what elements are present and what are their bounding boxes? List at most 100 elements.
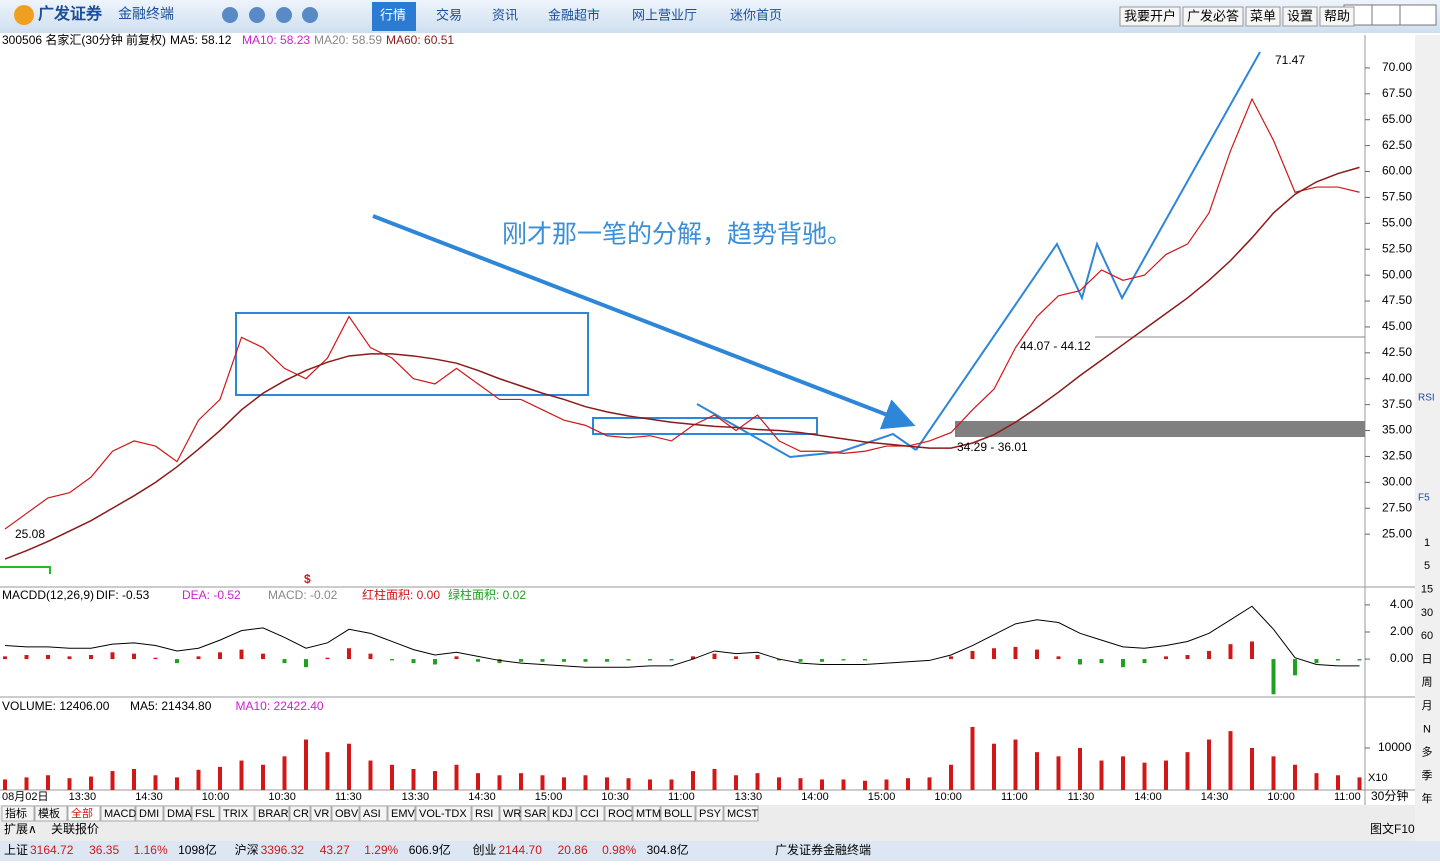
tab-bg[interactable] [499,805,521,822]
indicator-tab[interactable]: 指标 [5,806,27,820]
volume-bar [110,771,115,790]
period-button[interactable]: N [1423,723,1431,735]
button-bg[interactable] [1245,6,1281,27]
indicator-tab[interactable]: 全部 [71,806,93,820]
sidebar-icon[interactable]: RSI [1418,393,1435,404]
indicator-tab[interactable]: CCI [580,808,599,820]
button-bg[interactable] [1182,6,1244,27]
tab-bg[interactable] [191,805,220,822]
volume-bar [476,773,480,790]
toolbar-button[interactable]: 帮助 [1324,8,1350,23]
volume-bar [540,775,545,790]
indicator-tab[interactable]: MCST [727,808,758,820]
tab-bg[interactable] [632,805,661,822]
tab-bg[interactable] [576,805,605,822]
button-bg[interactable] [1282,6,1318,27]
period-button[interactable]: 日 [1422,653,1433,665]
ma-label: MA10: 58.23 [242,33,310,47]
range-label: 34.29 - 36.01 [957,440,1028,454]
tab-bg[interactable] [34,805,68,822]
note: 刚才那一笔的分解，趋势背驰。 [502,221,852,249]
period-button[interactable]: 多 [1422,745,1433,759]
indicator-tab[interactable]: WR [503,808,521,820]
tab-bg[interactable] [723,805,759,822]
indicator-tab[interactable]: EMV [391,808,416,820]
tab-bg[interactable] [520,805,549,822]
indicator-tab[interactable]: BOLL [664,808,692,820]
volume-bar [497,775,502,790]
bottom-tab[interactable]: 关联报价 [51,821,99,836]
sidebar-icon[interactable]: F5 [1418,493,1430,504]
f10-button[interactable]: 图文F10 [1370,821,1415,836]
indicator-tab[interactable]: OBV [335,808,359,820]
nav-tab[interactable]: 网上营业厅 [632,7,697,22]
y-tick-label: 42.50 [1382,345,1412,359]
tab-bg[interactable] [67,805,101,822]
indicator-tab[interactable]: DMI [139,808,159,820]
indicator-tab[interactable]: VR [314,808,329,820]
indicator-tab[interactable]: ASI [363,808,381,820]
nav-tab[interactable]: 行情 [380,7,406,22]
nav-tab[interactable]: 金融超市 [548,7,600,22]
period-button[interactable]: 1 [1424,537,1430,549]
tab-bg[interactable] [415,805,472,822]
button-bg[interactable] [1119,6,1181,27]
indicator-tab[interactable]: CR [293,808,309,820]
tab-bg[interactable] [604,805,633,822]
indicator-tab[interactable]: TRIX [223,808,249,820]
indicator-tab[interactable]: PSY [699,808,722,820]
bottom-tab[interactable]: 扩展∧ [4,822,37,836]
indicator-tab[interactable]: MACD [104,808,136,820]
tab-bg[interactable] [289,805,311,822]
toolbar-button[interactable]: 菜单 [1250,8,1276,23]
nav-tab[interactable]: 交易 [436,7,462,22]
tab-bg[interactable] [163,805,192,822]
tab-bg[interactable] [660,805,696,822]
period-button[interactable]: 60 [1421,630,1433,642]
period-button[interactable]: 15 [1421,584,1433,596]
nav-tab[interactable]: 迷你首页 [730,7,782,22]
period-button[interactable]: 月 [1422,700,1433,712]
indicator-tab[interactable]: MTM [636,808,661,820]
volume-bar [218,766,222,790]
tab-bg[interactable] [548,805,577,822]
indicator-tab[interactable]: ROC [608,808,633,820]
tab-bg[interactable] [695,805,724,822]
indicator-tab[interactable]: SAR [524,808,547,820]
tab-bg[interactable] [331,805,360,822]
indicator-tab[interactable]: KDJ [552,808,573,820]
tab-bg[interactable] [254,805,290,822]
volume-bar [1185,752,1190,790]
indicator-tab[interactable]: RSI [475,808,493,820]
period-button[interactable]: 周 [1422,676,1433,689]
nav-tab[interactable]: 资讯 [492,7,518,22]
macd-bar [476,659,480,662]
window-controls[interactable] [1343,4,1437,26]
tab-bg[interactable] [135,805,164,822]
low-label: 25.08 [15,527,45,541]
tab-bg[interactable] [359,805,388,822]
x-tick-label: 10:30 [601,791,629,803]
period-button[interactable]: 年 [1422,791,1433,805]
indicator-tab[interactable]: 模板 [38,806,60,820]
tab-bg[interactable] [471,805,500,822]
dif-line [4,605,1360,668]
x-tick-label: 14:30 [468,791,496,803]
volume-bar [648,779,652,790]
toolbar-button[interactable]: 广发必答 [1187,8,1239,23]
indicator-tab[interactable]: BRAR [258,808,289,820]
toolbar-button[interactable]: 设置 [1287,8,1313,23]
indicator-tab[interactable]: DMA [167,808,192,820]
period-button[interactable]: 30 [1421,607,1433,619]
period-button[interactable]: 季 [1422,769,1433,782]
tab-bg[interactable] [1,805,35,822]
toolbar-button[interactable]: 我要开户 [1124,8,1176,23]
tab-bg[interactable] [100,805,136,822]
indicator-tab[interactable]: FSL [195,808,215,820]
tab-bg[interactable] [219,805,255,822]
button-bg[interactable] [1319,6,1355,27]
period-button[interactable]: 5 [1424,560,1430,572]
tab-bg[interactable] [310,805,332,822]
tab-bg[interactable] [387,805,416,822]
indicator-tab[interactable]: VOL-TDX [419,808,467,820]
